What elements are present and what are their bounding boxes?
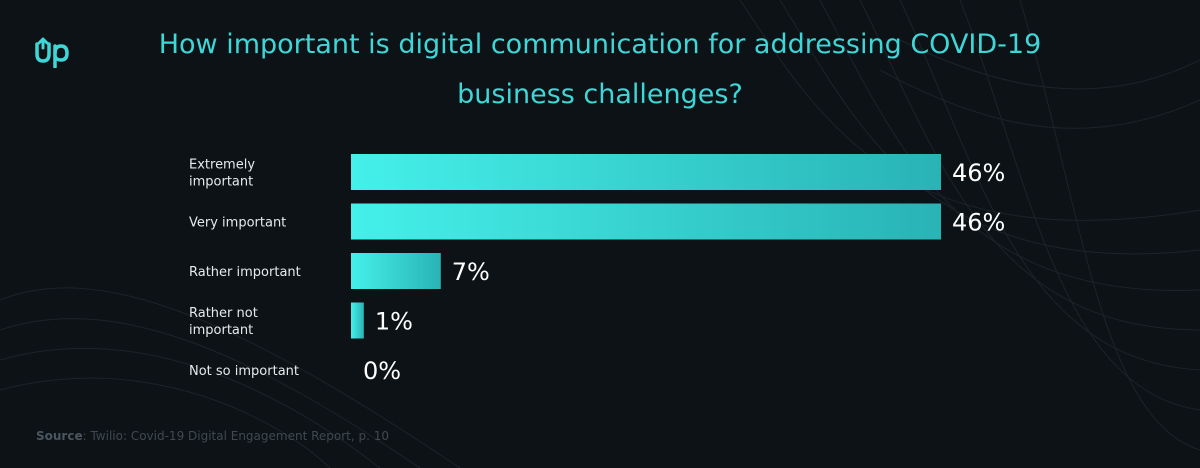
category-label: Rather not important (189, 306, 258, 338)
source-key: Source (36, 429, 83, 443)
category-label-line: important (189, 323, 253, 338)
brand-logo (35, 37, 69, 68)
category-label: Rather important (189, 265, 301, 280)
bar (351, 253, 441, 289)
value-label: 0% (363, 357, 401, 385)
chart-title: How important is digital communication f… (158, 29, 1042, 110)
bar (351, 203, 941, 240)
category-label-line: Extremely (189, 158, 255, 173)
category-label-line: Very important (189, 216, 286, 231)
category-label-line: Rather not (189, 306, 258, 321)
value-label: 7% (452, 258, 490, 286)
value-label: 46% (952, 209, 1005, 237)
source-text: : Twilio: Covid-19 Digital Engagement Re… (82, 429, 390, 443)
bar (351, 154, 941, 190)
category-label: Extremely important (189, 158, 255, 190)
category-label-line: Not so important (189, 364, 299, 379)
value-label: 46% (952, 159, 1005, 187)
source-note: Source: Twilio: Covid-19 Digital Engagem… (36, 429, 389, 443)
category-label-line: important (189, 175, 253, 190)
category-label: Very important (189, 216, 286, 231)
category-label-line: Rather important (189, 265, 301, 280)
value-label: 1% (375, 308, 413, 336)
bar (351, 302, 364, 339)
category-label: Not so important (189, 364, 299, 379)
